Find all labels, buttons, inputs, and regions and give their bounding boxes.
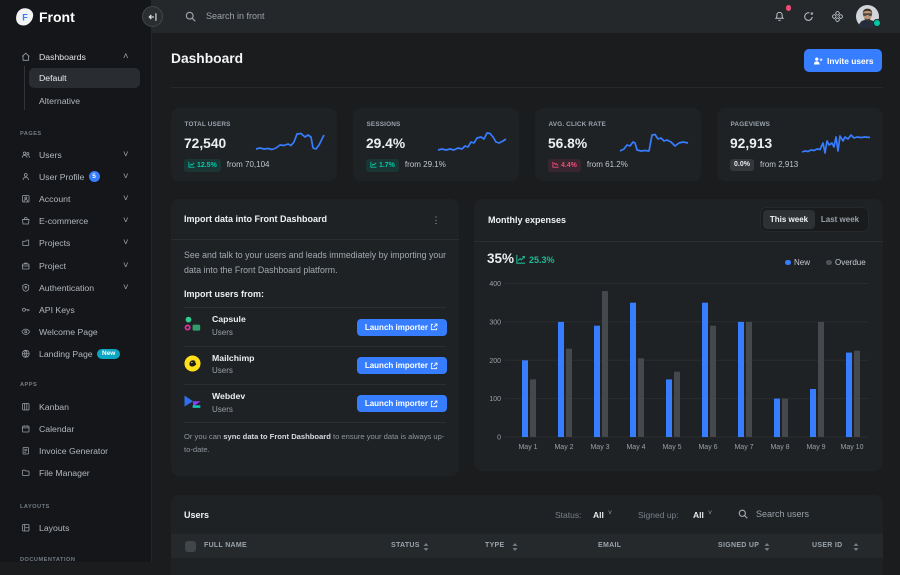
svg-text:May 7: May 7: [734, 444, 753, 451]
svg-text:May 9: May 9: [806, 444, 825, 451]
svg-text:May 1: May 1: [518, 444, 537, 451]
svg-text:0: 0: [497, 435, 501, 442]
svg-text:May 8: May 8: [770, 444, 789, 451]
svg-text:300: 300: [489, 319, 501, 326]
svg-text:May 5: May 5: [662, 444, 681, 451]
svg-text:May 4: May 4: [626, 444, 645, 451]
svg-text:100: 100: [489, 396, 501, 403]
svg-text:May 6: May 6: [698, 444, 717, 451]
svg-text:400: 400: [489, 281, 501, 288]
svg-text:200: 200: [489, 358, 501, 365]
svg-text:May 10: May 10: [841, 444, 864, 451]
svg-text:May 3: May 3: [590, 444, 609, 451]
svg-text:May 2: May 2: [554, 444, 573, 451]
svg-text:F: F: [22, 13, 28, 23]
